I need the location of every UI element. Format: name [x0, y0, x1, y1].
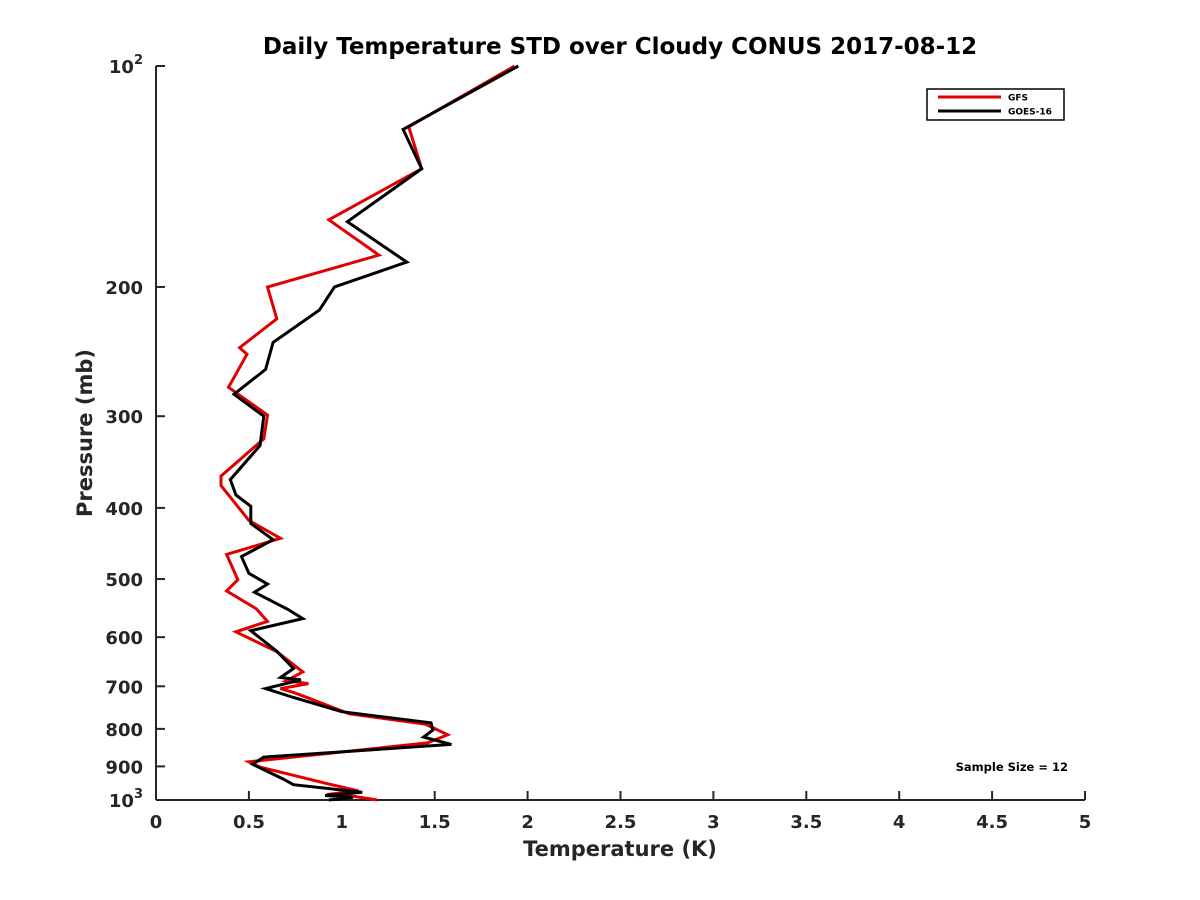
legend: GFS GOES-16: [926, 88, 1065, 121]
x-tick-label: 4: [893, 812, 906, 833]
y-axis-label: Pressure (mb): [73, 349, 97, 517]
y-tick-label: 102: [109, 53, 143, 78]
x-tick-label: 3.5: [790, 812, 822, 833]
x-axis: 0 0.5 1 1.5 2 2.5 3 3.5 4 4.5 5: [150, 791, 1092, 833]
y-tick-exponent: 2: [134, 53, 143, 68]
x-tick-label: 2: [521, 812, 534, 833]
series-group: [219, 64, 520, 802]
y-tick-label: 800: [105, 720, 143, 741]
y-tick-label: 600: [105, 628, 143, 649]
series-line-goes-16: [228, 64, 520, 802]
x-tick-label: 1.5: [419, 812, 451, 833]
chart-title: Daily Temperature STD over Cloudy CONUS …: [263, 34, 977, 60]
x-tick-label: 0: [150, 812, 163, 833]
x-tick-label: 4.5: [976, 812, 1008, 833]
legend-box: [926, 88, 1065, 121]
legend-label: GOES-16: [1008, 108, 1052, 118]
y-tick-label: 400: [105, 499, 143, 520]
y-tick-label: 103: [109, 787, 143, 812]
sample-size-annotation: Sample Size = 12: [956, 760, 1068, 774]
y-tick-label: 500: [105, 570, 143, 591]
y-tick-base: 10: [109, 791, 134, 812]
x-tick-label: 3: [707, 812, 720, 833]
x-axis-label: Temperature (K): [523, 837, 717, 861]
y-tick-label: 900: [105, 757, 143, 778]
x-tick-label: 1: [336, 812, 349, 833]
y-tick-label: 300: [105, 407, 143, 428]
y-tick-exponent: 3: [134, 787, 143, 802]
y-tick-label: 200: [105, 278, 143, 299]
legend-label: GFS: [1008, 94, 1028, 104]
y-tick-label: 700: [105, 677, 143, 698]
x-tick-label: 0.5: [233, 812, 265, 833]
x-tick-label: 5: [1079, 812, 1092, 833]
y-tick-base: 10: [109, 57, 134, 78]
x-tick-label: 2.5: [605, 812, 637, 833]
